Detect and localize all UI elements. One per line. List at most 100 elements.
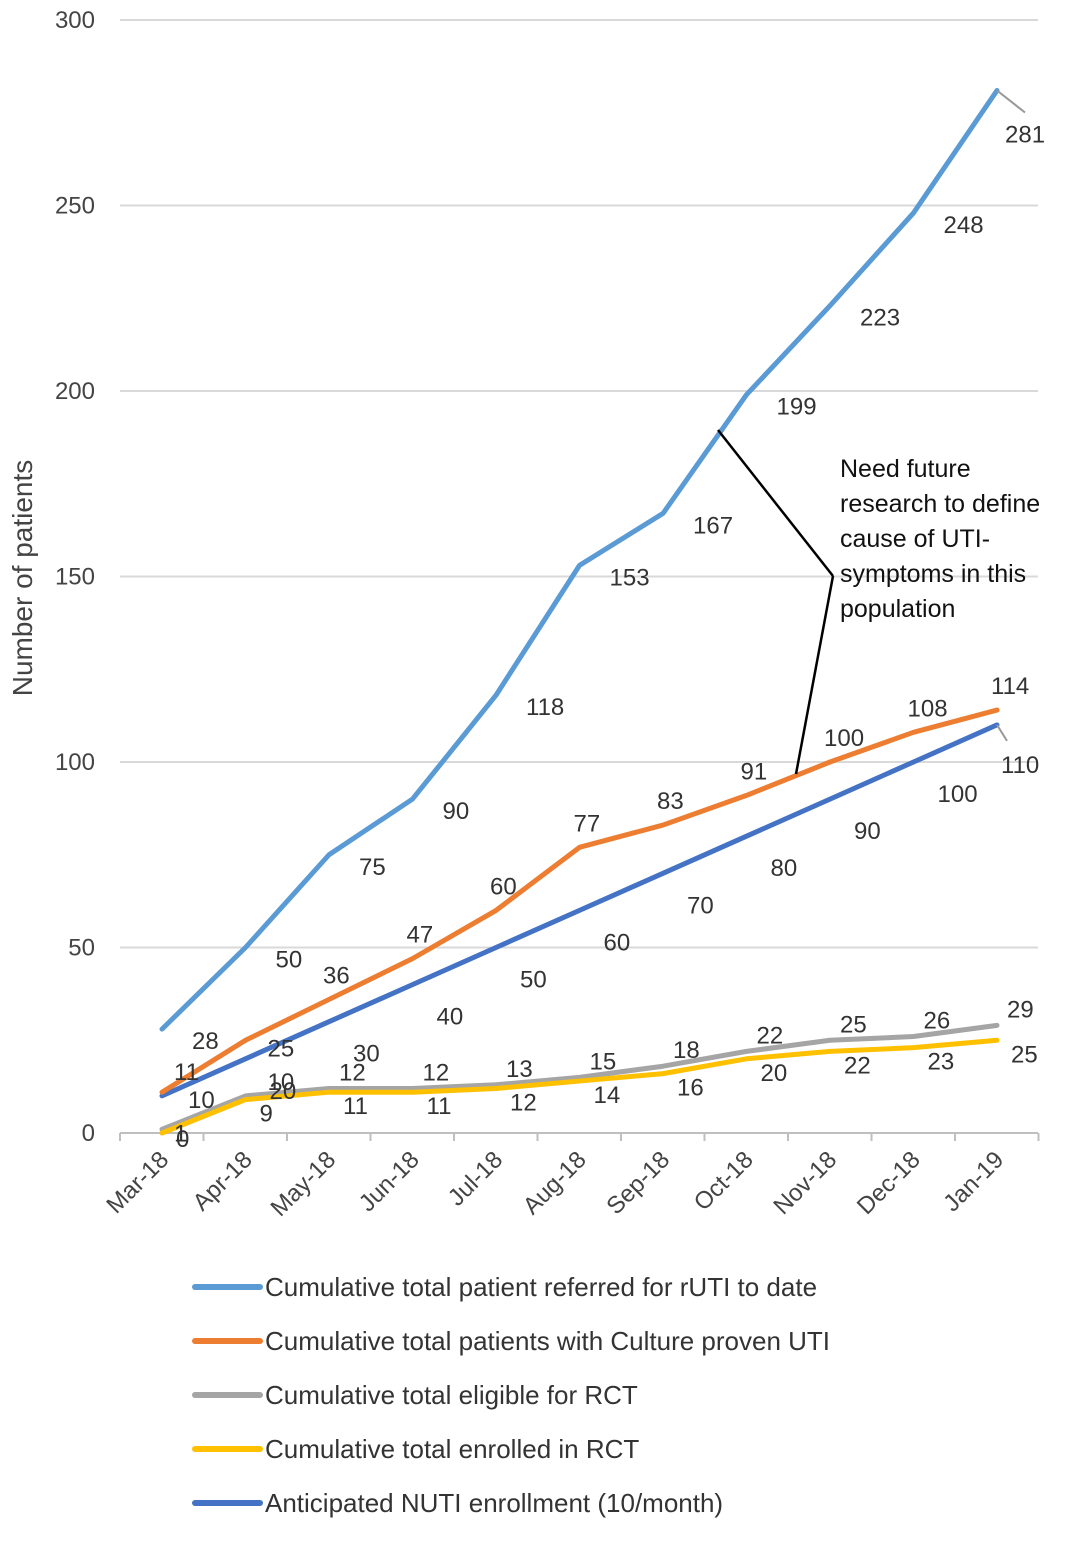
series-line: [159, 87, 1000, 1032]
data-label: 199: [777, 394, 817, 421]
data-label: 50: [276, 947, 303, 974]
data-label: 18: [673, 1037, 700, 1064]
data-label: 12: [339, 1059, 366, 1086]
data-label: 153: [610, 564, 650, 591]
data-label: 22: [844, 1052, 871, 1079]
data-label: 11: [427, 1093, 452, 1120]
y-tick-label: 100: [55, 749, 95, 776]
data-label: 29: [1007, 996, 1034, 1023]
leader-line: [996, 724, 1008, 742]
annotation-text: population: [840, 595, 955, 623]
annotation-text: symptoms in this: [840, 560, 1026, 588]
series-line: [159, 1037, 1000, 1136]
data-label: 14: [594, 1082, 621, 1109]
x-tick-label: Aug-18: [518, 1146, 592, 1220]
data-label: 110: [1001, 752, 1039, 779]
data-label: 83: [657, 788, 684, 815]
data-label: 25: [840, 1011, 867, 1038]
legend-label: Anticipated NUTI enrollment (10/month): [265, 1488, 723, 1518]
x-tick-label: Jun-18: [354, 1146, 425, 1217]
x-tick-label: May-18: [266, 1146, 342, 1222]
data-label: 23: [928, 1049, 955, 1076]
legend-label: Cumulative total enrolled in RCT: [265, 1434, 639, 1464]
y-tick-label: 200: [55, 378, 95, 405]
leader-line: [996, 89, 1026, 114]
legend: Cumulative total patient referred for rU…: [192, 1272, 830, 1518]
data-label: 20: [270, 1078, 297, 1105]
data-label: 12: [510, 1089, 537, 1116]
data-label: 108: [908, 695, 948, 722]
x-tick-label: Sep-18: [601, 1146, 675, 1220]
series-lines: [159, 87, 1000, 1136]
data-labels: 2850759011815316719922324828111253647607…: [174, 89, 1045, 1153]
data-label: 40: [437, 1004, 464, 1031]
data-label: 36: [323, 962, 350, 989]
data-label: 223: [860, 305, 900, 332]
data-label: 70: [687, 892, 714, 919]
data-label: 0: [176, 1126, 189, 1153]
x-tick-label: Apr-18: [188, 1146, 258, 1216]
legend-label: Cumulative total patients with Culture p…: [265, 1326, 830, 1356]
data-label: 80: [771, 855, 798, 882]
data-label: 9: [260, 1101, 273, 1128]
data-label: 12: [423, 1059, 450, 1086]
y-tick-label: 150: [55, 564, 95, 591]
data-label: 90: [443, 798, 470, 825]
data-label: 10: [268, 1069, 295, 1096]
y-tick-label: 50: [68, 935, 95, 962]
annotation-line: [794, 575, 835, 775]
data-label: 15: [590, 1048, 617, 1075]
data-label: 30: [353, 1041, 380, 1068]
y-tick-label: 250: [55, 193, 95, 220]
data-label: 25: [268, 1035, 295, 1062]
data-label: 114: [991, 673, 1029, 700]
data-label: 167: [693, 512, 733, 539]
legend-label: Cumulative total eligible for RCT: [265, 1380, 638, 1410]
x-tick-label: Dec-18: [852, 1146, 926, 1220]
data-label: 100: [824, 725, 864, 752]
series-line: [159, 1022, 1000, 1132]
series-line: [159, 722, 1000, 1099]
data-label: 75: [359, 854, 386, 881]
annotation-text: research to define: [840, 490, 1040, 518]
data-label: 248: [944, 212, 984, 239]
data-label: 20: [761, 1060, 788, 1087]
series-line: [159, 707, 1000, 1095]
data-label: 26: [924, 1008, 951, 1035]
x-tick-label: Nov-18: [768, 1146, 842, 1220]
gridlines: [120, 19, 1038, 949]
data-label: 25: [1011, 1041, 1038, 1068]
data-label: 50: [520, 967, 547, 994]
data-label: 118: [526, 694, 564, 721]
data-label: 91: [741, 758, 768, 785]
x-tick-label: Jan-19: [938, 1146, 1009, 1217]
y-tick-label: 300: [55, 7, 95, 34]
annotation: Need future research to define cause of UT…: [717, 429, 1040, 775]
data-label: 77: [574, 810, 601, 837]
x-tick-label: Mar-18: [101, 1146, 174, 1219]
data-label: 60: [604, 929, 631, 956]
annotation-text: Need future: [840, 455, 971, 483]
data-label: 11: [174, 1059, 199, 1086]
annotation-line: [717, 429, 834, 577]
legend-label: Cumulative total patient referred for rU…: [265, 1272, 817, 1302]
data-label: 22: [757, 1022, 784, 1049]
data-label: 281: [1005, 121, 1045, 148]
data-label: 28: [192, 1028, 219, 1055]
x-tick-label: Jul-18: [443, 1146, 508, 1211]
y-axis-label: Number of patients: [7, 460, 38, 697]
data-label: 10: [188, 1087, 215, 1114]
data-label: 16: [677, 1075, 704, 1102]
x-tick-label: Oct-18: [689, 1146, 759, 1216]
data-label: 11: [343, 1093, 368, 1120]
annotation-text: cause of UTI-: [840, 525, 990, 553]
data-label: 1: [174, 1120, 187, 1147]
data-label: 90: [854, 818, 881, 845]
data-label: 47: [407, 922, 434, 949]
data-label: 13: [506, 1056, 533, 1083]
data-label: 100: [938, 781, 978, 808]
y-tick-label: 0: [82, 1120, 95, 1147]
data-label: 60: [490, 873, 517, 900]
